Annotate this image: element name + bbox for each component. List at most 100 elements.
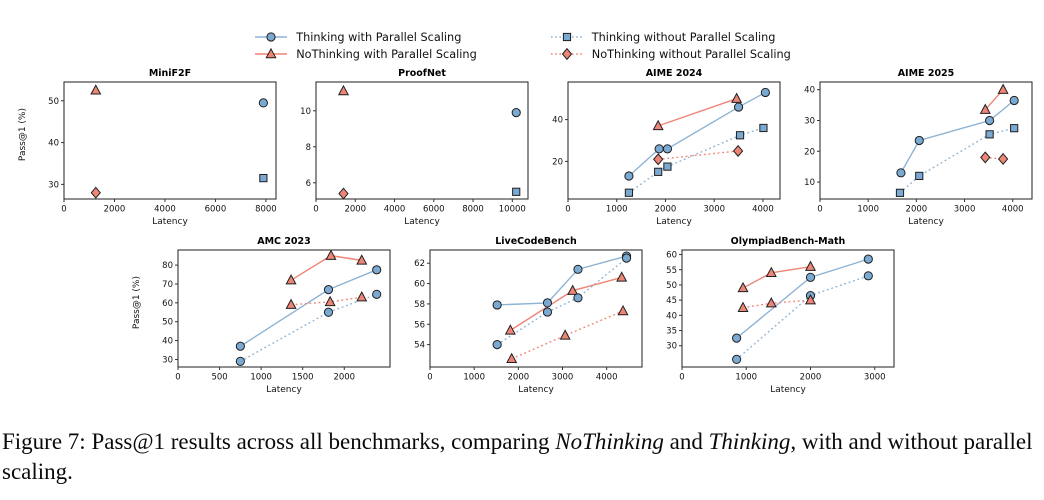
chart-row-top: Pass@1 (%) 0 2000 4000 6000 8000 30 40 50 MiniF2… — [0, 67, 1044, 233]
aime-2025-plot: 0 1000 2000 3000 4000 10 20 30 40 AIME 2025 Latenc… — [804, 68, 1033, 227]
svg-text:2000: 2000 — [333, 373, 355, 383]
svg-text:2000: 2000 — [344, 205, 366, 215]
svg-text:10: 10 — [300, 107, 311, 117]
svg-text:4000: 4000 — [154, 205, 176, 215]
blue-circle-solid-line-icon — [255, 32, 288, 42]
svg-text:AIME 2024: AIME 2024 — [646, 68, 703, 79]
svg-text:3000: 3000 — [552, 373, 574, 383]
svg-text:20: 20 — [552, 157, 563, 167]
svg-text:Latency: Latency — [770, 385, 806, 395]
legend-item-thinking-without-ps: Thinking without Parallel Scaling — [549, 30, 791, 44]
svg-text:Latency: Latency — [152, 217, 188, 227]
svg-text:0: 0 — [61, 205, 66, 215]
chart-aime-2025: 0 1000 2000 3000 4000 10 20 30 40 AIME 2025 Latenc… — [786, 67, 1038, 233]
svg-text:1000: 1000 — [463, 373, 485, 383]
svg-text:2000: 2000 — [906, 205, 928, 215]
svg-text:0: 0 — [427, 373, 432, 383]
svg-text:10: 10 — [804, 178, 815, 188]
svg-text:3000: 3000 — [864, 373, 886, 383]
olympiadbench-math-plot: 0 1000 2000 3000 30 35 40 45 50 55 60 OlympiadBench… — [666, 236, 895, 395]
svg-text:30: 30 — [162, 355, 173, 365]
red-diamond-dotted-line-icon — [550, 47, 583, 61]
svg-text:30: 30 — [48, 180, 59, 190]
svg-text:AIME 2025: AIME 2025 — [898, 68, 955, 79]
livecodebench-plot: 0 1000 2000 3000 4000 54 56 58 60 62 LiveCodeBench… — [414, 236, 643, 395]
svg-text:Latency: Latency — [404, 217, 440, 227]
svg-text:60: 60 — [414, 280, 425, 290]
svg-text:2000: 2000 — [655, 205, 677, 215]
chart-proofnet: 0 2000 4000 6000 8000 10000 6 8 10 ProofNet Latenc… — [282, 67, 534, 233]
svg-text:40: 40 — [552, 116, 563, 126]
svg-text:0: 0 — [175, 373, 180, 383]
svg-text:6000: 6000 — [205, 205, 227, 215]
blue-square-dotted-line-icon — [550, 32, 583, 42]
figure-caption: Figure 7: Pass@1 results across all benc… — [2, 427, 1042, 487]
svg-text:40: 40 — [162, 337, 173, 347]
caption-text: Figure 7: Pass@1 results across all benc… — [2, 429, 556, 454]
svg-text:AMC 2023: AMC 2023 — [257, 236, 311, 247]
svg-text:1000: 1000 — [735, 373, 757, 383]
chart-olympiadbench-math: 0 1000 2000 3000 30 35 40 45 50 55 60 OlympiadBench… — [648, 235, 900, 401]
minif2f-plot: 0 2000 4000 6000 8000 30 40 50 MiniF2F Latency — [48, 68, 277, 227]
svg-text:6000: 6000 — [423, 205, 445, 215]
svg-text:4000: 4000 — [1002, 205, 1024, 215]
proofnet-plot: 0 2000 4000 6000 8000 10000 6 8 10 ProofNet Latenc… — [300, 68, 529, 227]
svg-text:2000: 2000 — [800, 373, 822, 383]
svg-text:30: 30 — [666, 342, 677, 352]
svg-text:8000: 8000 — [462, 205, 484, 215]
caption-italic-nothinking: NoThinking — [555, 429, 664, 454]
svg-text:Latency: Latency — [266, 385, 302, 395]
legend-item-nothinking-without-ps: NoThinking without Parallel Scaling — [549, 47, 791, 61]
svg-text:8: 8 — [306, 143, 311, 153]
svg-text:0: 0 — [679, 373, 684, 383]
svg-text:500: 500 — [211, 373, 227, 383]
svg-text:45: 45 — [666, 296, 677, 306]
svg-text:2000: 2000 — [104, 205, 126, 215]
svg-text:1000: 1000 — [857, 205, 879, 215]
svg-text:MiniF2F: MiniF2F — [149, 68, 191, 79]
chart-legend: Thinking with Parallel Scaling NoThinkin… — [253, 30, 791, 61]
svg-text:6: 6 — [306, 179, 311, 189]
legend-label: NoThinking with Parallel Scaling — [296, 47, 477, 61]
chart-minif2f: 0 2000 4000 6000 8000 30 40 50 MiniF2F Latency — [30, 67, 282, 233]
caption-text: , with and without parallel scaling. — [2, 429, 1033, 484]
svg-text:0: 0 — [817, 205, 822, 215]
chart-livecodebench: 0 1000 2000 3000 4000 54 56 58 60 62 LiveCodeBench… — [396, 235, 648, 401]
legend-item-thinking-with-ps: Thinking with Parallel Scaling — [253, 30, 477, 44]
svg-text:0: 0 — [565, 205, 570, 215]
svg-text:1000: 1000 — [606, 205, 628, 215]
svg-text:2000: 2000 — [508, 373, 530, 383]
ylabel-text: Pass@1 (%) — [18, 108, 28, 162]
svg-text:8000: 8000 — [255, 205, 277, 215]
svg-text:ProofNet: ProofNet — [398, 68, 446, 79]
svg-text:50: 50 — [666, 281, 677, 291]
legend-label: Thinking without Parallel Scaling — [591, 30, 776, 44]
svg-text:1000: 1000 — [250, 373, 272, 383]
svg-text:20: 20 — [804, 147, 815, 157]
svg-text:40: 40 — [804, 86, 815, 96]
caption-italic-thinking: Thinking — [708, 429, 791, 454]
svg-text:62: 62 — [414, 259, 425, 269]
svg-text:54: 54 — [414, 341, 425, 351]
legend-label: NoThinking without Parallel Scaling — [591, 47, 791, 61]
svg-text:40: 40 — [48, 139, 59, 149]
y-axis-label-bottom-row: Pass@1 (%) — [130, 235, 144, 397]
svg-text:40: 40 — [666, 311, 677, 321]
svg-text:Latency: Latency — [656, 217, 692, 227]
svg-text:1500: 1500 — [292, 373, 314, 383]
chart-aime-2024: 0 1000 2000 3000 4000 20 40 AIME 2024 Latency — [534, 67, 786, 233]
svg-text:60: 60 — [666, 251, 677, 261]
svg-text:LiveCodeBench: LiveCodeBench — [495, 236, 577, 247]
legend-item-nothinking-with-ps: NoThinking with Parallel Scaling — [253, 47, 477, 61]
svg-text:56: 56 — [414, 320, 425, 330]
red-triangle-solid-line-icon — [255, 47, 288, 59]
svg-text:58: 58 — [414, 300, 425, 310]
chart-row-bottom: Pass@1 (%) 0 500 1000 1500 2000 30 40 50 60 70 80 A… — [0, 235, 1044, 401]
svg-text:50: 50 — [162, 318, 173, 328]
svg-text:Latency: Latency — [908, 217, 944, 227]
svg-text:80: 80 — [162, 261, 173, 271]
amc-2023-plot: 0 500 1000 1500 2000 30 40 50 60 70 80 AMC 2023 Late… — [162, 236, 391, 395]
ylabel-text: Pass@1 (%) — [132, 276, 142, 330]
svg-text:OlympiadBench-Math: OlympiadBench-Math — [731, 236, 846, 247]
svg-text:35: 35 — [666, 327, 677, 337]
